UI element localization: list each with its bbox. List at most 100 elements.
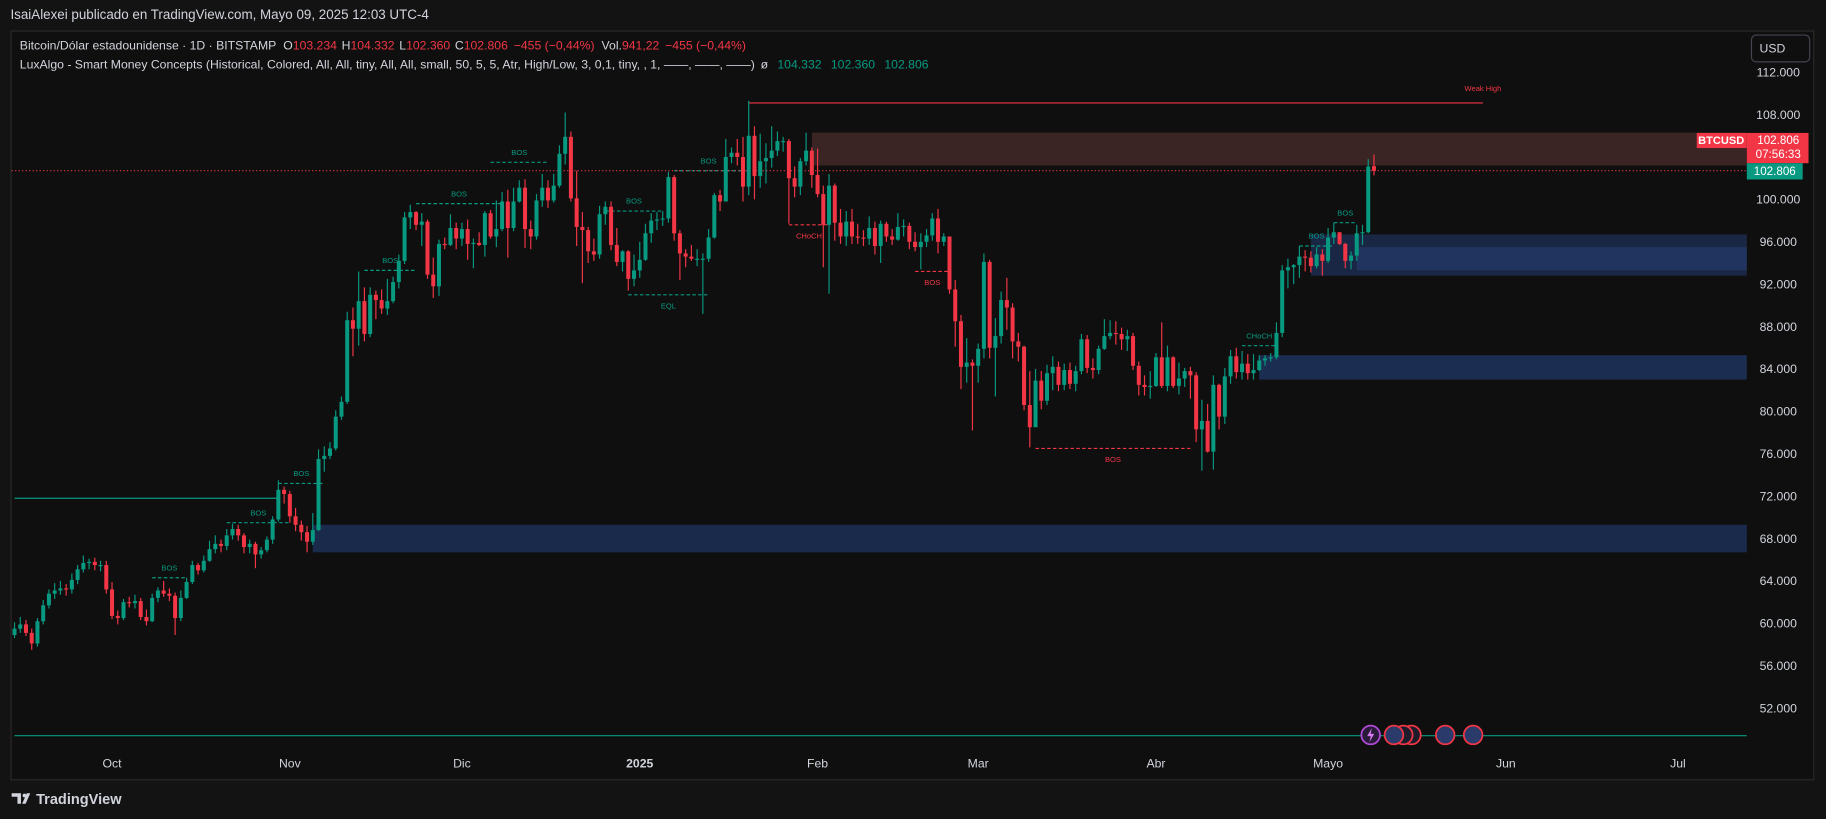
candle-body (987, 261, 992, 348)
candle-body (1182, 371, 1187, 379)
candle-body (1291, 265, 1296, 268)
candle-body (253, 543, 258, 555)
candle-body (264, 539, 269, 551)
candle-body (563, 136, 568, 154)
candle-body (735, 152, 740, 157)
structure-label: BOS (1337, 208, 1353, 217)
candle-body (890, 236, 895, 240)
candle-body (1360, 232, 1365, 234)
candle-body (1039, 380, 1044, 401)
candle-body (752, 135, 757, 177)
candle-body (1257, 360, 1262, 371)
candle-body (534, 200, 539, 237)
candle-body (436, 243, 441, 287)
candle-body (178, 597, 183, 619)
candle-body (52, 590, 57, 594)
candle-body (396, 260, 401, 283)
candle-body (649, 220, 654, 234)
candle-body (936, 218, 941, 242)
order-block (1356, 247, 1747, 271)
price-tag-price: 102.806 (1757, 134, 1799, 147)
candle-body (224, 535, 229, 546)
order-block (811, 132, 1747, 166)
candle-body (442, 243, 447, 246)
candle-body (1234, 356, 1239, 373)
candle-body (746, 135, 751, 187)
candle-body (769, 150, 774, 159)
candle-body (259, 550, 264, 555)
candle-body (1217, 384, 1222, 417)
candle-body (1022, 346, 1027, 405)
candle-body (316, 459, 321, 531)
candle-body (1188, 371, 1193, 376)
candle-body (121, 602, 126, 619)
x-tick-label: Jul (1670, 756, 1686, 770)
lightning (1367, 728, 1375, 742)
publish-info: IsaiAlexei publicado en TradingView.com,… (10, 7, 429, 22)
structure-label: BOS (511, 148, 527, 157)
candle-body (517, 187, 522, 202)
candle-body (110, 589, 115, 616)
candle-body (775, 141, 780, 151)
candle-body (1102, 336, 1107, 349)
candle-body (219, 543, 224, 546)
structure-label: BOS (250, 508, 266, 517)
candle-body (523, 187, 528, 230)
indicator-legend: LuxAlgo - Smart Money Concepts (Historic… (20, 58, 929, 72)
candle-body (689, 256, 694, 259)
candle-body (46, 593, 51, 606)
candle-body (12, 628, 17, 635)
candle-body (58, 588, 63, 591)
candle-body (505, 201, 510, 228)
indicator-value: 104.332 (777, 58, 821, 72)
candle-body (29, 632, 34, 644)
event-icon[interactable] (1435, 724, 1456, 746)
event-icon[interactable] (1462, 724, 1484, 746)
candle-body (700, 258, 705, 260)
candle-body (867, 227, 872, 239)
candle-body (1211, 384, 1216, 452)
ohlc-key: C (455, 39, 464, 53)
candle-body (1366, 166, 1371, 233)
candle-body (299, 524, 304, 533)
order-block (1259, 355, 1747, 380)
x-tick-label: Mayo (1313, 756, 1343, 770)
candle-body (729, 152, 734, 157)
candle-body (1056, 366, 1061, 385)
candle-body (1050, 366, 1055, 374)
event-icon[interactable] (1383, 724, 1405, 746)
x-tick-label: Mar (968, 756, 989, 770)
candle-body (64, 588, 69, 590)
candle-body (712, 195, 717, 238)
candle-body (230, 529, 235, 536)
candle-body (804, 150, 809, 162)
brand-logo (11, 793, 31, 804)
candle-body (18, 624, 23, 629)
candle-body (448, 227, 453, 245)
candle-body (591, 251, 596, 255)
volume-key: Vol. (602, 39, 622, 53)
candle-body (603, 206, 608, 215)
candle-body (964, 362, 969, 367)
y-tick-label: 108.000 (1756, 108, 1800, 122)
candle-body (35, 621, 40, 644)
indicator-value: 102.360 (831, 58, 875, 72)
candle-body (425, 221, 430, 275)
currency-button[interactable] (1750, 34, 1811, 63)
candle-body (1136, 365, 1141, 385)
candle-body (740, 156, 746, 187)
candle-body (402, 217, 407, 261)
candle-body (391, 282, 396, 302)
candle-body (1251, 370, 1256, 374)
last-price-tag (1746, 163, 1803, 180)
candle-body (1205, 420, 1210, 452)
candle-body (999, 300, 1004, 337)
candle-body (368, 294, 373, 334)
candle-body (958, 321, 963, 367)
candle-body (557, 153, 562, 186)
candle-body (878, 223, 883, 247)
candle-body (1285, 267, 1290, 271)
candle-body (901, 225, 906, 228)
y-tick-label: 60.000 (1760, 617, 1798, 631)
candle-body (918, 241, 923, 248)
